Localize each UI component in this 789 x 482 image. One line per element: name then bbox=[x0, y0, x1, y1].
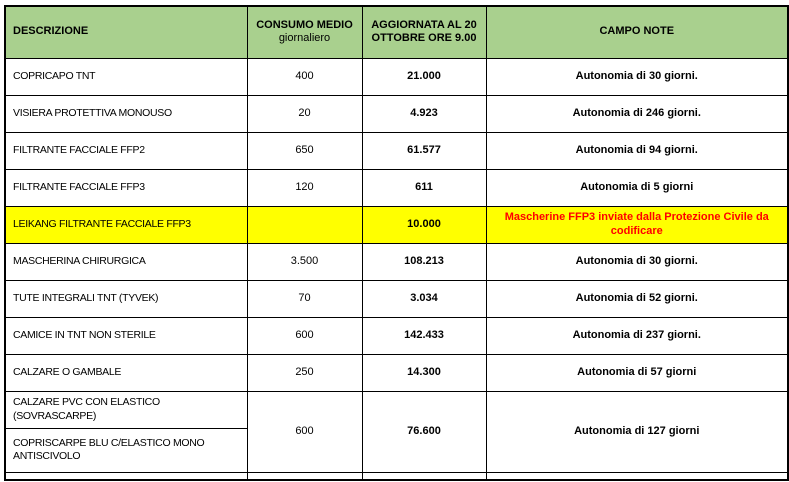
cell-descrizione: MASCHERINA CHIRURGICA bbox=[4, 242, 248, 281]
cell-consumo-medio: 650 bbox=[246, 131, 363, 170]
cell-aggiornata: 21.000 bbox=[361, 57, 487, 96]
table-row-copricapo-tnt: COPRICAPO TNT 400 21.000 Autonomia di 30… bbox=[4, 57, 789, 96]
table-row-visiera-protettiva: VISIERA PROTETTIVA MONOUSO 20 4.923 Auto… bbox=[4, 94, 789, 133]
cell-descrizione: FILTRANTE FACCIALE FFP3 bbox=[4, 168, 248, 207]
cell-aggiornata: 61.577 bbox=[361, 131, 487, 170]
cell-descrizione: COPRICAPO TNT bbox=[4, 57, 248, 96]
consumo-header-line1: CONSUMO MEDIO bbox=[256, 18, 353, 31]
cell-consumo-medio: 3.500 bbox=[246, 242, 363, 281]
table-row-partial-cutoff bbox=[4, 471, 789, 480]
table-row-tute-integrali: TUTE INTEGRALI TNT (TYVEK) 70 3.034 Auto… bbox=[4, 279, 789, 318]
cell-consumo-medio: 20 bbox=[246, 94, 363, 133]
cell-empty bbox=[485, 471, 789, 480]
cell-consumo-medio: 600 bbox=[246, 316, 363, 355]
cell-aggiornata: 4.923 bbox=[361, 94, 487, 133]
cell-descrizione: LEIKANG FILTRANTE FACCIALE FFP3 bbox=[4, 205, 248, 244]
cell-consumo-medio-merged: 600 bbox=[246, 390, 363, 473]
cell-campo-note-alert: Mascherine FFP3 inviate dalla Protezione… bbox=[485, 205, 789, 244]
cell-campo-note: Autonomia di 237 giorni. bbox=[485, 316, 789, 355]
cell-descrizione: VISIERA PROTETTIVA MONOUSO bbox=[4, 94, 248, 133]
cell-consumo-medio: 400 bbox=[246, 57, 363, 96]
column-header-campo-note: CAMPO NOTE bbox=[485, 5, 789, 59]
column-header-aggiornata: AGGIORNATA AL 20 OTTOBRE ORE 9.00 bbox=[361, 5, 487, 59]
cell-descrizione: CALZARE PVC CON ELASTICO (SOVRASCARPE) bbox=[4, 390, 248, 429]
ppe-supplies-table: DESCRIZIONE CONSUMO MEDIO giornaliero AG… bbox=[4, 5, 789, 481]
cell-campo-note: Autonomia di 30 giorni. bbox=[485, 242, 789, 281]
cell-aggiornata: 142.433 bbox=[361, 316, 487, 355]
aggiornata-header-line1: AGGIORNATA AL 20 bbox=[371, 18, 477, 31]
cell-descrizione: FILTRANTE FACCIALE FFP2 bbox=[4, 131, 248, 170]
cell-campo-note-merged: Autonomia di 127 giorni bbox=[485, 390, 789, 473]
table-row-calzare-pvc: CALZARE PVC CON ELASTICO (SOVRASCARPE) 6… bbox=[4, 390, 789, 473]
cell-empty bbox=[4, 471, 248, 480]
cell-consumo-medio: 120 bbox=[246, 168, 363, 207]
table-row-mascherina-chirurgica: MASCHERINA CHIRURGICA 3.500 108.213 Auto… bbox=[4, 242, 789, 281]
header-row: DESCRIZIONE CONSUMO MEDIO giornaliero AG… bbox=[4, 5, 789, 59]
table-row-leikang-ffp3-highlighted: LEIKANG FILTRANTE FACCIALE FFP3 10.000 M… bbox=[4, 205, 789, 244]
cell-aggiornata: 3.034 bbox=[361, 279, 487, 318]
table-header: DESCRIZIONE CONSUMO MEDIO giornaliero AG… bbox=[4, 5, 789, 59]
cell-aggiornata-merged: 76.600 bbox=[361, 390, 487, 473]
cell-aggiornata: 10.000 bbox=[361, 205, 487, 244]
cell-descrizione: CAMICE IN TNT NON STERILE bbox=[4, 316, 248, 355]
cell-campo-note: Autonomia di 52 giorni. bbox=[485, 279, 789, 318]
table-row-filtrante-ffp2: FILTRANTE FACCIALE FFP2 650 61.577 Auton… bbox=[4, 131, 789, 170]
table-row-copriscarpe-blu: COPRISCARPE BLU C/ELASTICO MONO ANTISCIV… bbox=[4, 427, 788, 473]
table-row-calzare-gambale: CALZARE O GAMBALE 250 14.300 Autonomia d… bbox=[4, 353, 789, 392]
cell-campo-note: Autonomia di 30 giorni. bbox=[485, 57, 789, 96]
cell-consumo-medio bbox=[246, 205, 363, 244]
cell-descrizione: TUTE INTEGRALI TNT (TYVEK) bbox=[4, 279, 248, 318]
cell-campo-note: Autonomia di 57 giorni bbox=[485, 353, 789, 392]
cell-campo-note: Autonomia di 94 giorni. bbox=[485, 131, 789, 170]
table-row-filtrante-ffp3: FILTRANTE FACCIALE FFP3 120 611 Autonomi… bbox=[4, 168, 789, 207]
cell-campo-note: Autonomia di 5 giorni bbox=[485, 168, 789, 207]
column-header-descrizione: DESCRIZIONE bbox=[4, 5, 248, 59]
cell-campo-note: Autonomia di 246 giorni. bbox=[485, 94, 789, 133]
cell-empty bbox=[361, 471, 487, 480]
cell-aggiornata: 611 bbox=[361, 168, 487, 207]
cell-aggiornata: 108.213 bbox=[361, 242, 487, 281]
table-body: COPRICAPO TNT 400 21.000 Autonomia di 30… bbox=[4, 57, 789, 480]
consumo-header-line2: giornaliero bbox=[278, 32, 331, 45]
column-header-consumo-medio: CONSUMO MEDIO giornaliero bbox=[246, 5, 363, 59]
cell-descrizione: COPRISCARPE BLU C/ELASTICO MONO ANTISCIV… bbox=[4, 427, 248, 473]
cell-consumo-medio: 70 bbox=[246, 279, 363, 318]
cell-consumo-medio: 250 bbox=[246, 353, 363, 392]
aggiornata-header-line2: OTTOBRE ORE 9.00 bbox=[371, 32, 477, 45]
cell-descrizione: CALZARE O GAMBALE bbox=[4, 353, 248, 392]
cell-aggiornata: 14.300 bbox=[361, 353, 487, 392]
cell-empty bbox=[246, 471, 363, 480]
table-row-camice-tnt: CAMICE IN TNT NON STERILE 600 142.433 Au… bbox=[4, 316, 789, 355]
